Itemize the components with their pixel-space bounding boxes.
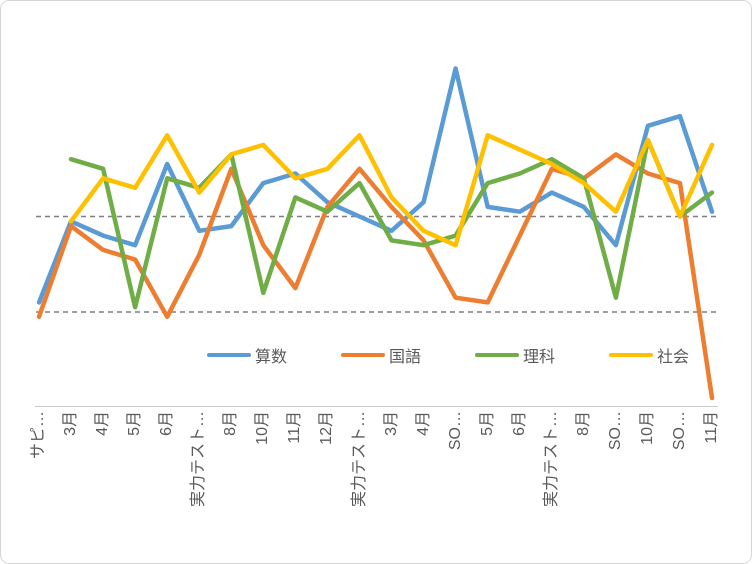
x-axis-label: 11月 [286,411,304,444]
legend-line-swatch [475,352,520,358]
x-axis-label: 6月 [158,411,176,436]
x-axis-label: 12月 [318,411,336,445]
x-axis-label: 実力テスト… [542,411,560,508]
x-axis-label: 10月 [254,411,272,445]
x-axis-label: 3月 [62,411,80,436]
legend-label: 算数 [255,349,288,366]
x-axis-label: SO… [671,411,688,451]
series-line-kokugo [36,152,715,401]
x-axis-label: 4月 [94,411,112,436]
x-axis-label: 8月 [574,411,592,436]
legend-item-kokugo[interactable]: 国語 [341,343,421,367]
legend-item-shakai[interactable]: 社会 [609,343,689,367]
x-axis-label: 11月 [703,411,721,444]
x-axis-label: サピ… [30,411,47,460]
x-axis-label: 5月 [126,411,144,436]
legend-item-sansuu[interactable]: 算数 [207,343,287,367]
x-axis-label: 8月 [222,411,240,436]
chart-legend: 算数 国語 理科 社会 [207,343,689,367]
x-axis-label: SO… [446,411,464,451]
x-axis-label: 4月 [414,411,432,436]
x-axis-label: 6月 [510,411,528,436]
legend-label: 理科 [523,349,556,366]
legend-item-rika[interactable]: 理科 [475,343,555,367]
legend-line-swatch [207,352,251,358]
x-axis-label: 3月 [382,411,400,436]
x-axis-label: 5月 [478,411,496,436]
x-axis-label: SO… [606,411,624,451]
legend-label: 国語 [389,349,422,366]
series-line-sansuu [36,66,715,305]
x-axis-label: 10月 [638,411,656,445]
legend-line-swatch [341,352,386,358]
x-axis-label: 実力テスト… [190,411,208,508]
x-axis-label: 実力テスト… [350,411,368,508]
series-line-rika [68,137,715,310]
legend-line-swatch [609,352,654,358]
legend-label: 社会 [657,349,690,366]
series-line-shakai [68,133,715,248]
